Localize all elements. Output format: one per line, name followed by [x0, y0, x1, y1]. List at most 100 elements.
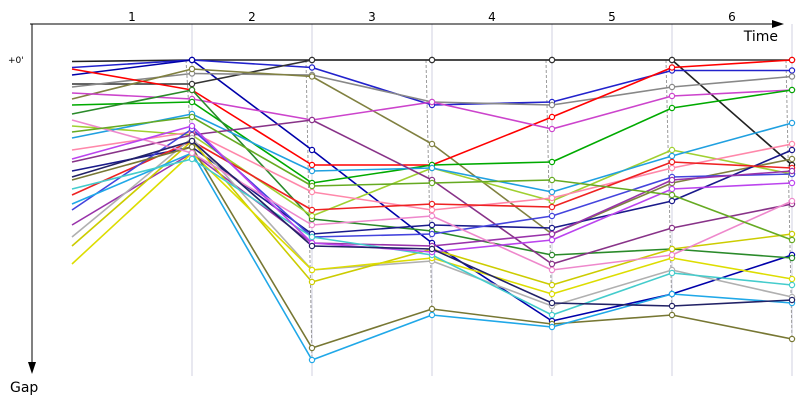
- data-point: [788, 281, 796, 289]
- x-axis-label: Time: [743, 29, 778, 45]
- data-point: [548, 290, 556, 298]
- data-point: [788, 167, 796, 175]
- data-point: [548, 230, 556, 238]
- lap-connectors: [185, 59, 793, 361]
- data-point: [548, 203, 556, 211]
- lap-connector: [785, 59, 793, 340]
- data-point: [788, 335, 796, 343]
- lap-label: 1: [128, 10, 136, 24]
- lap-label: 5: [608, 10, 616, 24]
- lap-grid: [191, 24, 793, 376]
- lap-labels: 1 2 3 4 5 6: [128, 10, 736, 24]
- data-point: [188, 137, 196, 145]
- data-point: [548, 266, 556, 274]
- data-point: [788, 155, 796, 163]
- data-point: [668, 176, 676, 184]
- data-point: [188, 98, 196, 106]
- data-point: [308, 146, 316, 154]
- data-point: [548, 212, 556, 220]
- data-point: [668, 269, 676, 277]
- data-point: [428, 305, 436, 313]
- x-axis-arrow-icon: [772, 20, 784, 28]
- data-point: [428, 206, 436, 214]
- data-point: [428, 164, 436, 172]
- data-point: [668, 197, 676, 205]
- data-point: [548, 236, 556, 244]
- data-point: [188, 149, 196, 157]
- data-point: [668, 185, 676, 193]
- data-point: [188, 155, 196, 163]
- data-point: [548, 260, 556, 268]
- data-point: [308, 212, 316, 220]
- data-point: [308, 73, 316, 80]
- data-point: [788, 119, 796, 127]
- data-point: [668, 251, 676, 259]
- data-point: [788, 179, 796, 187]
- data-point: [788, 146, 796, 154]
- data-point: [788, 236, 796, 244]
- lap-label: 2: [248, 10, 256, 24]
- data-point: [308, 242, 316, 250]
- series-points: [188, 56, 796, 364]
- data-point: [308, 116, 316, 124]
- data-point: [428, 230, 436, 238]
- data-point: [668, 224, 676, 232]
- data-point: [668, 245, 676, 253]
- y-axis-label: Gap: [10, 380, 38, 396]
- data-point: [308, 167, 316, 175]
- data-point: [788, 230, 796, 238]
- data-point: [548, 56, 556, 64]
- data-point: [308, 266, 316, 274]
- data-point: [308, 344, 316, 352]
- data-point: [788, 197, 796, 205]
- data-point: [668, 164, 676, 172]
- data-point: [548, 158, 556, 166]
- lap-label: 3: [368, 10, 376, 24]
- data-point: [668, 146, 676, 154]
- data-point: [308, 161, 316, 169]
- data-point: [308, 188, 316, 196]
- data-point: [548, 323, 556, 331]
- data-point: [668, 83, 676, 91]
- data-point: [428, 179, 436, 187]
- data-point: [428, 311, 436, 319]
- data-point: [668, 92, 676, 100]
- data-point: [548, 251, 556, 259]
- data-point: [188, 80, 196, 88]
- data-point: [308, 64, 316, 71]
- data-point: [308, 182, 316, 190]
- data-point: [428, 245, 436, 253]
- data-point: [548, 113, 556, 121]
- data-point: [188, 56, 196, 64]
- data-point: [668, 56, 676, 64]
- data-point: [668, 158, 676, 166]
- data-point: [548, 194, 556, 202]
- data-point: [428, 221, 436, 229]
- data-point: [548, 125, 556, 133]
- data-point: [788, 56, 796, 64]
- data-point: [308, 233, 316, 241]
- data-point: [668, 290, 676, 298]
- data-point: [668, 191, 676, 199]
- y-axis-arrow-icon: [28, 362, 36, 374]
- data-point: [788, 296, 796, 304]
- data-point: [308, 56, 316, 64]
- axis-labels: Time Gap +0': [8, 29, 778, 396]
- data-point: [788, 275, 796, 283]
- data-point: [308, 206, 316, 214]
- data-point: [428, 200, 436, 208]
- data-point: [188, 86, 196, 94]
- data-point: [428, 56, 436, 64]
- lap-connector: [425, 59, 433, 316]
- lap-label: 6: [728, 10, 736, 24]
- data-point: [668, 152, 676, 160]
- data-point: [548, 176, 556, 184]
- data-point: [668, 311, 676, 319]
- data-point: [668, 104, 676, 112]
- data-point: [188, 122, 196, 130]
- data-point: [308, 356, 316, 364]
- data-point: [788, 73, 796, 80]
- data-point: [668, 302, 676, 310]
- data-point: [428, 140, 436, 148]
- data-point: [668, 64, 676, 71]
